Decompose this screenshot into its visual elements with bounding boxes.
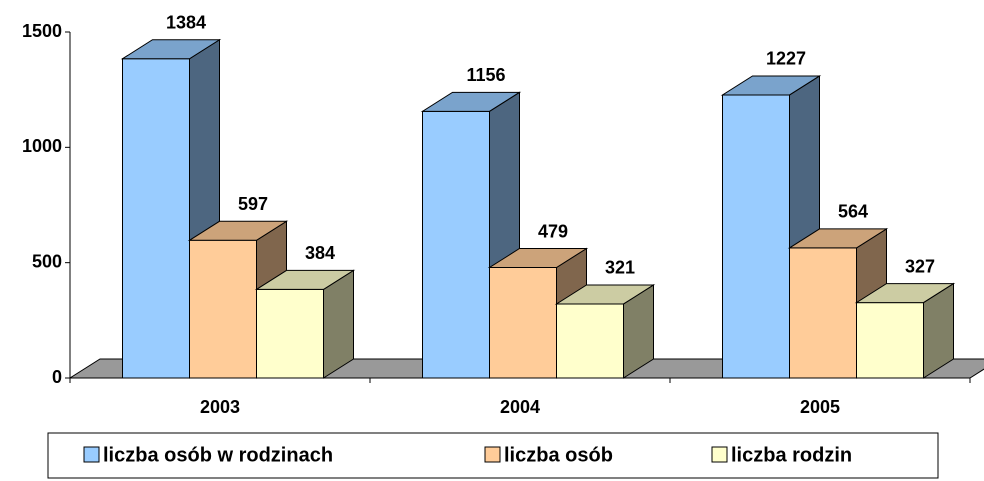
bar-face	[487, 248, 589, 269]
y-tick-label: 1500	[22, 21, 62, 41]
x-tick-label: 2004	[500, 397, 540, 417]
legend-swatch	[83, 446, 100, 463]
value-label: 564	[838, 202, 868, 222]
x-tick-label: 2005	[800, 397, 840, 417]
bar-face	[422, 110, 490, 379]
y-tick-label: 500	[32, 251, 62, 271]
bar-face	[789, 247, 857, 379]
bar-face	[256, 288, 324, 379]
y-tick-label: 1000	[22, 136, 62, 156]
bar-face	[787, 228, 889, 249]
bar-face	[187, 220, 289, 241]
value-label: 597	[238, 194, 268, 214]
bar-face	[722, 94, 790, 379]
value-label: 327	[905, 256, 935, 276]
value-label: 1384	[166, 13, 206, 33]
value-label: 479	[538, 221, 568, 241]
bar-face	[420, 91, 522, 112]
legend-label: liczba rodzin	[731, 444, 852, 466]
bar-face	[122, 58, 190, 379]
value-label: 1227	[766, 49, 806, 69]
bar-face	[854, 283, 956, 304]
bar-face	[189, 239, 257, 379]
legend-label: liczba osób	[504, 444, 613, 466]
bar-face	[556, 303, 624, 379]
bar-face	[720, 75, 822, 96]
legend-swatch	[484, 446, 501, 463]
value-label: 384	[305, 243, 335, 263]
bar-face	[489, 267, 557, 379]
bar-face	[856, 302, 924, 379]
bar	[554, 284, 656, 379]
bar-face	[554, 284, 656, 305]
legend-swatch	[711, 446, 728, 463]
legend-label: liczba osób w rodzinach	[103, 444, 333, 466]
x-tick-label: 2003	[200, 397, 240, 417]
value-label: 321	[605, 258, 635, 278]
bar-face	[120, 39, 222, 60]
bar	[854, 282, 956, 379]
y-tick-label: 0	[52, 367, 62, 387]
bar-face	[254, 269, 356, 290]
value-label: 1156	[466, 65, 505, 85]
bar	[254, 269, 356, 379]
